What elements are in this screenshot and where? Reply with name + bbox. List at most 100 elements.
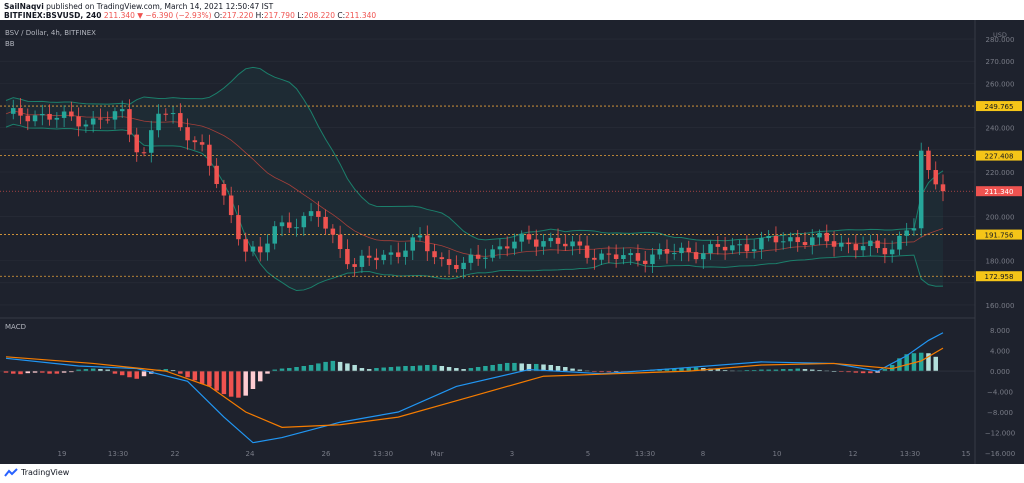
macd-histogram-bar: [18, 371, 23, 375]
macd-lines: [0, 332, 975, 444]
macd-histogram-bar: [468, 368, 474, 372]
candle-body: [744, 244, 750, 252]
candle-body: [32, 115, 38, 122]
macd-histogram-bar: [512, 362, 517, 372]
time-tick-label: 10: [773, 450, 782, 458]
macd-histogram-bar: [780, 369, 786, 372]
candle-body: [715, 244, 721, 247]
level-tag: [976, 229, 1022, 240]
time-tick-label: 22: [171, 450, 180, 458]
macd-histogram-bar: [846, 371, 851, 373]
candle-body: [170, 113, 176, 115]
candle-body: [257, 246, 263, 253]
candle-body: [199, 142, 205, 145]
candle-body: [112, 111, 118, 120]
candle-body: [788, 237, 793, 242]
bollinger-bands: [5, 66, 944, 292]
price-chart[interactable]: 249.765 227.408 191.756 172.958 211.340 280.…: [0, 20, 1024, 464]
candle-body: [323, 216, 328, 229]
macd-histogram-bar: [592, 371, 597, 372]
candle-body: [185, 127, 190, 141]
macd-histogram-bar: [207, 371, 212, 387]
candle-body: [671, 253, 677, 255]
macd-histogram-bar: [926, 353, 931, 372]
candle-body: [98, 118, 103, 120]
macd-histogram-bar: [802, 369, 808, 372]
candle-body: [737, 244, 742, 246]
candle-body: [650, 254, 655, 265]
price-tick-label: 280.000: [986, 36, 1015, 44]
level-tag: [976, 150, 1022, 161]
price-tick-label: 220.000: [986, 169, 1015, 177]
candle-body: [664, 248, 670, 254]
candle-body: [40, 113, 45, 116]
tradingview-logo[interactable]: TradingView: [4, 468, 69, 477]
author-name[interactable]: SailNaqvi: [4, 2, 44, 11]
macd-histogram-bar: [3, 371, 9, 373]
low-value: 208.220: [303, 11, 335, 20]
macd-histogram-bar: [425, 364, 430, 372]
price-tick-label: 260.000: [986, 80, 1015, 88]
macd-histogram-bar: [533, 363, 539, 372]
macd-legend: MACD: [5, 323, 26, 331]
candle-body: [308, 211, 314, 216]
macd-histogram-bar: [83, 369, 89, 372]
candle-body: [403, 250, 408, 257]
macd-histogram-bar: [679, 368, 684, 372]
macd-tick-label: 8.000: [990, 327, 1010, 335]
candle-body: [860, 246, 866, 251]
candle-body: [83, 124, 89, 127]
candle-body: [141, 152, 147, 154]
footer: TradingView: [0, 464, 1024, 483]
price-tick-label: 160.000: [986, 302, 1015, 310]
macd-histogram-bar: [388, 367, 394, 372]
time-tick-label: 13:30: [635, 450, 655, 458]
candle-body: [90, 118, 96, 125]
candle-body: [889, 249, 895, 255]
macd-histogram-bar: [410, 366, 416, 372]
tradingview-brand: TradingView: [21, 468, 70, 477]
macd-histogram-bar: [134, 371, 139, 379]
candle-body: [178, 113, 183, 128]
candle-body: [483, 257, 488, 259]
high-value: 217.790: [263, 11, 295, 20]
candle-body: [853, 244, 859, 251]
bb-fill: [6, 67, 943, 291]
macd-histogram-bar: [671, 368, 677, 372]
candle-body: [395, 252, 401, 257]
time-tick-label: 3: [510, 450, 514, 458]
close-label: C:: [337, 11, 346, 20]
macd-histogram-bar: [432, 364, 437, 372]
candle-body: [468, 254, 474, 263]
macd-histogram-bar: [904, 354, 909, 372]
candle-body: [432, 251, 437, 258]
level-tag: [976, 101, 1022, 112]
candle-body: [61, 111, 67, 118]
axes: 280.000270.000260.000240.000220.000200.0…: [58, 20, 1015, 464]
candle-body: [134, 134, 139, 153]
candle-body: [156, 113, 161, 131]
bb-lower: [5, 123, 944, 292]
candle-body: [69, 111, 74, 117]
price-tick-label: 180.000: [986, 258, 1015, 266]
macd-histogram-bar: [606, 371, 612, 373]
macd-histogram-bar: [403, 366, 408, 372]
candle-body: [279, 222, 285, 227]
candle-body: [337, 234, 343, 250]
macd-histogram-bar: [323, 361, 328, 372]
macd-histogram-bar: [199, 371, 205, 384]
macd-tick-label: 4.000: [990, 348, 1010, 356]
time-tick-label: 8: [701, 450, 705, 458]
candle-body: [824, 232, 830, 242]
ohlc-line: BITFINEX:BSVUSD, 240 211.340 ▼ −6.390 (−…: [4, 11, 376, 20]
candle-body: [236, 215, 241, 240]
macd-histogram-bar: [381, 367, 386, 372]
candle-body: [54, 117, 60, 120]
candle-body: [918, 150, 924, 229]
grid: [0, 38, 975, 319]
macd-tick-label: −4.000: [987, 389, 1013, 397]
candle-body: [635, 253, 641, 261]
level-tag: [976, 271, 1022, 282]
macd-histogram-bar: [911, 353, 917, 372]
last-price-tag: [976, 186, 1022, 197]
